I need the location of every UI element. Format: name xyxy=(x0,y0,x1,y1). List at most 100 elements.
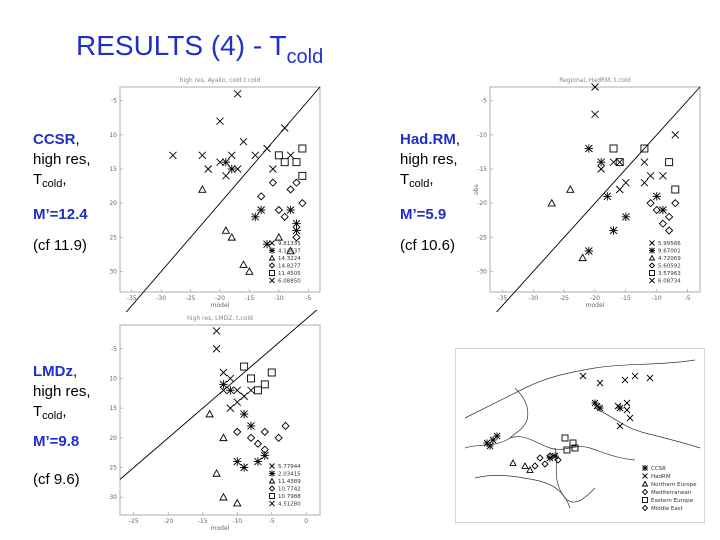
map-legend-marker xyxy=(642,497,648,503)
data-point-triangle xyxy=(239,260,248,268)
legend-marker xyxy=(649,240,655,246)
y-tick-label: -30 xyxy=(110,269,117,276)
data-point-diamond xyxy=(652,205,661,215)
ccsr-label: CCSR, high res, Tcold, xyxy=(33,131,91,190)
x-tick-label: -20 xyxy=(163,518,173,525)
map-station-* xyxy=(493,432,501,440)
model-name: CCSR xyxy=(33,131,76,148)
data-point-diamond xyxy=(260,427,269,437)
data-point-x xyxy=(280,124,289,132)
legend-label: 6.08734 xyxy=(658,279,681,285)
data-point-x xyxy=(615,185,624,194)
data-point-x xyxy=(233,165,242,173)
x-tick-label: -20 xyxy=(590,295,600,302)
data-point-triangle xyxy=(205,409,214,418)
hadrm-label: Had.RM, high res, Tcold, xyxy=(400,131,461,190)
data-point-square xyxy=(298,171,307,180)
data-point-x xyxy=(269,165,277,173)
data-point-diamond xyxy=(292,178,301,187)
data-point-diamond xyxy=(298,199,307,208)
map-station-x xyxy=(621,376,629,384)
data-point-* xyxy=(256,205,266,215)
y-tick-label: -15 xyxy=(110,405,117,412)
data-point-* xyxy=(596,157,606,167)
x-tick-label: -10 xyxy=(274,295,284,302)
y-tick-label: -20 xyxy=(110,200,117,207)
legend-marker xyxy=(649,277,655,284)
x-tick-label: -25 xyxy=(129,518,139,525)
data-point-square xyxy=(280,158,289,167)
res-label: high res, xyxy=(33,151,91,168)
data-point-x xyxy=(247,386,255,395)
x-tick-label: -15 xyxy=(198,518,208,525)
y-axis-label: obs xyxy=(473,184,480,195)
data-point-* xyxy=(251,212,260,222)
data-point-square xyxy=(240,362,249,371)
x-tick-label: -10 xyxy=(652,295,662,302)
data-point-diamond xyxy=(671,199,680,208)
data-point-x xyxy=(212,344,221,353)
legend-marker xyxy=(268,254,276,261)
map-legend-marker xyxy=(641,504,649,512)
map-station-x xyxy=(616,422,624,430)
legend-label: 11.4505 xyxy=(278,271,301,277)
data-point-square xyxy=(671,185,680,194)
data-point-square xyxy=(298,144,307,153)
data-point-x xyxy=(233,90,242,98)
legend-marker xyxy=(269,463,275,469)
y-tick-label: -15 xyxy=(477,166,487,173)
legend-label: 10.7742 xyxy=(278,487,301,493)
data-point-square xyxy=(665,158,674,167)
data-point-x xyxy=(286,151,295,160)
data-point-diamond xyxy=(658,219,668,228)
data-point-triangle xyxy=(219,492,228,501)
hadrm-cf: (cf 10.6) xyxy=(400,237,456,254)
legend-label: 9.67001 xyxy=(658,249,681,255)
data-point-x xyxy=(219,368,228,377)
data-point-* xyxy=(652,192,661,201)
map-legend-label: Eastern Europe xyxy=(651,498,694,504)
data-point-x xyxy=(198,151,207,160)
map-station-x xyxy=(646,374,654,382)
legend-marker xyxy=(269,240,275,246)
x-tick-label: -30 xyxy=(156,295,166,302)
map-station-diamond xyxy=(546,452,554,460)
legend-marker xyxy=(269,277,275,284)
map-station-x xyxy=(626,414,634,422)
legend-label: 4.14637 xyxy=(278,249,301,255)
ccsr-scatter-chart: high res, Ayako, cold t.cold -35 -30 -25 -20… xyxy=(110,77,321,312)
data-point-* xyxy=(233,457,242,466)
map-station-x xyxy=(596,379,604,387)
data-point-* xyxy=(584,144,594,153)
data-point-triangle xyxy=(232,498,242,507)
y-tick-label: -30 xyxy=(110,494,117,501)
map-legend-label: CCSR xyxy=(651,466,666,472)
coastline xyxy=(464,359,696,419)
data-point-x xyxy=(646,172,655,180)
data-point-x xyxy=(216,158,224,166)
data-point-square xyxy=(247,374,255,383)
x-axis-label: model xyxy=(211,525,230,532)
legend-marker xyxy=(268,262,276,269)
res-label: high res, xyxy=(400,151,458,168)
data-point-x xyxy=(226,374,235,383)
x-tick-label: -5 xyxy=(305,295,311,302)
map-station-x xyxy=(579,372,587,380)
data-point-triangle xyxy=(219,433,228,442)
legend-marker xyxy=(648,262,656,269)
data-point-diamond xyxy=(253,439,263,448)
data-point-* xyxy=(292,226,301,235)
data-point-triangle xyxy=(245,267,254,275)
map-legend-marker xyxy=(642,465,648,471)
legend-label: 5.99566 xyxy=(658,241,681,247)
x-tick-label: -10 xyxy=(232,518,242,525)
data-point-* xyxy=(221,157,231,167)
legend-marker xyxy=(649,247,655,254)
data-point-diamond xyxy=(257,192,266,201)
legend-marker xyxy=(649,270,655,276)
map-station-triangle xyxy=(509,459,517,466)
data-point-* xyxy=(219,380,228,389)
chart-title: high res, LMDZ, t.cold xyxy=(187,315,253,322)
data-point-diamond xyxy=(268,178,278,187)
data-point-x xyxy=(169,151,177,160)
